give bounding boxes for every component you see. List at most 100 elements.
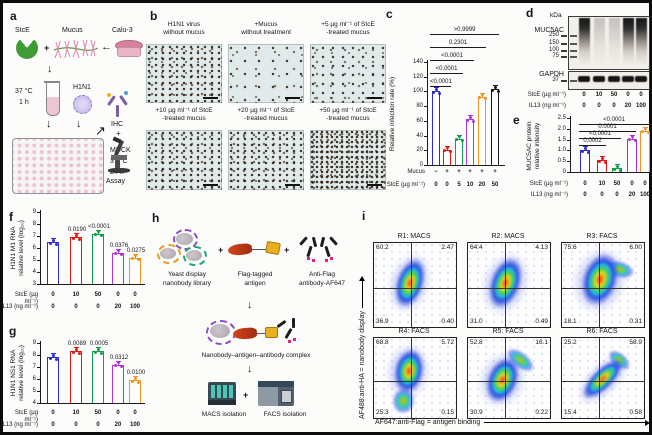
p-value: 0.0312 <box>109 354 129 361</box>
facs-plot-5: 52.8 16.1 30.9 0.22 <box>467 337 551 419</box>
blot-lane <box>622 18 634 65</box>
y-tick-label: 4 <box>32 400 36 406</box>
x-row-value: 10 <box>72 292 80 298</box>
data-point <box>490 88 494 92</box>
bar-c-2 <box>455 138 463 165</box>
y-tick <box>424 62 427 63</box>
micrograph-title: +50 µg ml⁻¹ of StcE -treated mucus <box>319 107 377 122</box>
facs-y-axis-text: AF488:anti-HA = nanobody display <box>358 311 366 419</box>
y-tick-label: 4 <box>32 269 36 275</box>
data-point <box>460 139 464 142</box>
x-axis-arrow <box>484 419 650 426</box>
mucus-label: Mucus <box>62 27 83 34</box>
y-tick-label: 9 <box>32 209 36 215</box>
y-tick-label: 0.5 <box>557 158 566 165</box>
down-arrow: ↓ <box>247 363 253 375</box>
kda-label: kDa <box>550 12 562 19</box>
bar-g-4 <box>129 380 141 403</box>
gapdh-band <box>608 76 620 82</box>
y-tick-label: 20 <box>416 147 423 154</box>
data-point <box>51 353 55 357</box>
p-value: 0.0001 <box>598 124 617 130</box>
data-point <box>130 257 134 261</box>
x-row-value: 0 <box>51 410 55 416</box>
facs-title: R1: MACS <box>397 233 431 240</box>
data-point <box>615 164 619 168</box>
panel-label-c: c <box>386 7 393 21</box>
flag-antigen-label-1: Flag-tagged <box>237 271 273 278</box>
facs-y-axis-label: AF488:anti-HA = nanobody display <box>357 241 367 419</box>
macs-device-icon <box>208 382 236 405</box>
plus-sign: + <box>243 390 249 400</box>
well-plate-icon <box>12 138 104 194</box>
data-point <box>434 87 438 91</box>
data-point <box>71 350 75 354</box>
y-tick <box>37 355 40 356</box>
y-axis-label-c: Relative infection rate (%) <box>389 76 397 152</box>
quadrant-pct-ul: 25.2 <box>564 339 577 346</box>
y-tick-label: 6 <box>32 376 36 382</box>
data-point <box>442 149 446 153</box>
x-row-value: 0 <box>96 422 100 428</box>
micrograph-image <box>310 130 386 190</box>
quadrant-pct-ur: 16.1 <box>535 339 548 346</box>
x-row-value: 0 <box>582 103 586 109</box>
micrograph-image <box>228 130 304 190</box>
plus-sign: + <box>284 245 290 255</box>
data-point <box>136 258 140 262</box>
micrograph-title: +20 µg ml⁻¹ of StcE -treated mucus <box>237 107 295 122</box>
y-axis-g <box>40 341 41 403</box>
y-tick-label: 7 <box>32 233 36 239</box>
marker-dash <box>561 80 567 82</box>
p-value: 0.0190 <box>67 227 87 234</box>
ladder-band <box>570 56 577 58</box>
data-point <box>113 252 117 256</box>
micrograph-image <box>310 44 386 103</box>
y-axis-f <box>40 210 41 284</box>
y-axis-e <box>570 116 571 172</box>
left-arrow: ← <box>101 41 112 53</box>
x-row-value: 100 <box>639 192 650 198</box>
sig-line <box>579 124 649 125</box>
quadrant-pct-ul: 64.4 <box>470 244 483 251</box>
x-axis-e <box>570 172 652 173</box>
panel-label-f: f <box>9 210 13 224</box>
bar-e-4 <box>640 130 650 172</box>
x-row-label: IL13 (ng ml⁻¹) <box>528 103 566 109</box>
facs-title: R3: FACS <box>586 233 618 240</box>
x-row-value: 10 <box>598 181 606 187</box>
scale-bar <box>203 96 218 99</box>
x-axis-c <box>427 165 505 166</box>
y-tick-label: 3 <box>32 281 36 287</box>
marker-label: 37 <box>552 77 559 83</box>
y-tick-label: 0 <box>562 169 566 175</box>
x-row-value: 20 <box>114 304 122 310</box>
p-value: 0.0005 <box>89 341 109 348</box>
y-axis-c <box>427 60 428 165</box>
data-point <box>51 238 55 242</box>
facs-title: R6: FACS <box>586 328 618 335</box>
facs-title: R4: FACS <box>398 328 430 335</box>
virus-icon <box>73 95 92 114</box>
data-point <box>74 347 78 351</box>
x-row-value: 20 <box>478 182 486 188</box>
x-row-value: 0 <box>612 103 616 109</box>
data-point <box>99 234 103 238</box>
x-row-value: 5 <box>457 182 461 188</box>
y-tick <box>37 284 40 285</box>
x-row-value: 20 <box>628 192 636 198</box>
sig-line <box>430 60 474 61</box>
quadrant-pct-lr: 0.22 <box>535 408 548 416</box>
p-value: <0.0001 <box>435 66 458 72</box>
gapdh-band <box>578 76 590 82</box>
facs-plot-3: 75.6 6.00 18.1 0.31 <box>561 242 645 328</box>
x-row-value: 50 <box>94 410 102 416</box>
yeast-spikes-orange <box>157 244 181 264</box>
facs-plot-1: 60.2 2.47 36.9 0.40 <box>373 242 457 328</box>
data-point <box>471 119 475 123</box>
muc5ac-label: MUC5AC <box>534 27 564 34</box>
panel-label-b: b <box>150 9 158 23</box>
y-tick-label: 100 <box>412 88 423 95</box>
data-point <box>496 89 500 93</box>
